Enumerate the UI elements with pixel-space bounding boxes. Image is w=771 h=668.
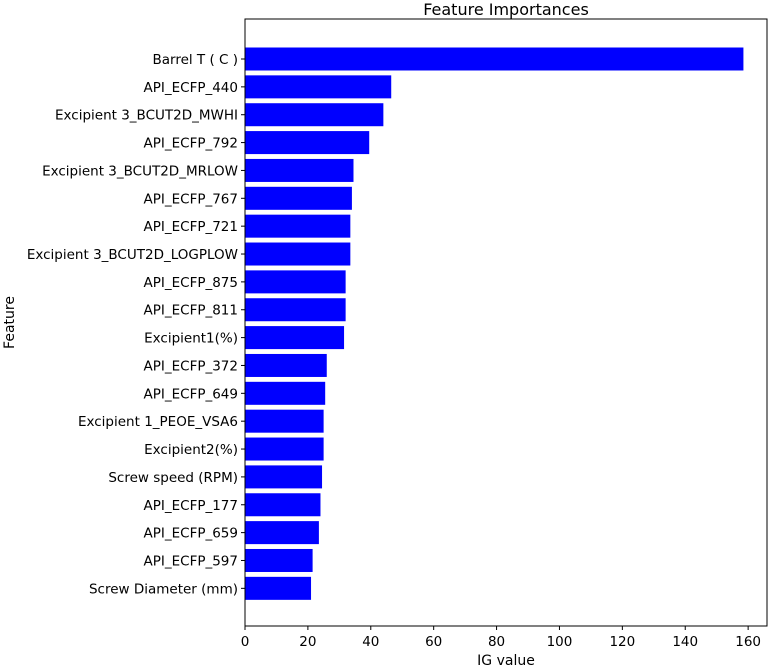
category-label: API_ECFP_649 bbox=[144, 386, 239, 402]
bar bbox=[245, 521, 319, 545]
bar bbox=[245, 576, 312, 600]
x-tick-label: 160 bbox=[735, 634, 761, 650]
bar bbox=[245, 242, 351, 266]
chart-title: Feature Importances bbox=[423, 0, 589, 19]
bar bbox=[245, 186, 352, 210]
x-tick-label: 0 bbox=[241, 634, 250, 650]
category-label: Screw Diameter (mm) bbox=[89, 581, 238, 597]
category-label: API_ECFP_875 bbox=[144, 275, 239, 291]
category-labels-group: Barrel T ( C ) API_ECFP_440 Excipient 3_BC… bbox=[27, 52, 245, 597]
y-axis-label: Feature bbox=[2, 296, 18, 349]
category-label: API_ECFP_659 bbox=[144, 526, 239, 542]
category-label: API_ECFP_177 bbox=[144, 498, 239, 514]
category-label: Excipient2(%) bbox=[144, 442, 238, 458]
category-label: API_ECFP_440 bbox=[144, 80, 239, 96]
bar bbox=[245, 437, 324, 461]
x-tick-label: 140 bbox=[672, 634, 698, 650]
bars-group bbox=[245, 47, 744, 600]
bar bbox=[245, 158, 354, 182]
bar bbox=[245, 548, 313, 572]
bar bbox=[245, 326, 345, 350]
category-label: API_ECFP_597 bbox=[144, 553, 239, 569]
x-tick-label: 40 bbox=[362, 634, 379, 650]
bar bbox=[245, 270, 346, 294]
category-label: Excipient 1_PEOE_VSA6 bbox=[78, 414, 238, 430]
category-label: Excipient1(%) bbox=[144, 331, 238, 347]
x-axis-label: IG value bbox=[477, 653, 535, 668]
bar bbox=[245, 298, 346, 322]
category-label: Screw speed (RPM) bbox=[108, 470, 238, 486]
x-tick-label: 60 bbox=[425, 634, 442, 650]
category-label: API_ECFP_792 bbox=[144, 136, 239, 152]
category-label: Excipient 3_BCUT2D_LOGPLOW bbox=[27, 247, 238, 263]
bar bbox=[245, 47, 744, 71]
x-tick-label: 80 bbox=[488, 634, 505, 650]
category-label: API_ECFP_721 bbox=[144, 219, 239, 235]
x-tick-label: 20 bbox=[299, 634, 316, 650]
x-axis-ticks-group: 0 20 40 60 80 100 120 140 160 bbox=[241, 626, 761, 650]
plot-area-frame bbox=[244, 18, 768, 627]
bar bbox=[245, 493, 321, 517]
bar bbox=[245, 214, 351, 238]
bar bbox=[245, 381, 326, 405]
bar bbox=[245, 103, 384, 127]
x-tick-label: 120 bbox=[609, 634, 635, 650]
bar bbox=[245, 409, 324, 433]
bar bbox=[245, 131, 370, 155]
category-label: Excipient 3_BCUT2D_MWHI bbox=[55, 108, 238, 124]
category-label: Barrel T ( C ) bbox=[152, 52, 238, 68]
bar bbox=[245, 465, 323, 489]
category-label: Excipient 3_BCUT2D_MRLOW bbox=[42, 163, 238, 179]
x-tick-label: 100 bbox=[547, 634, 573, 650]
category-label: API_ECFP_811 bbox=[144, 303, 239, 319]
bar bbox=[245, 75, 392, 99]
bar bbox=[245, 353, 327, 377]
category-label: API_ECFP_372 bbox=[144, 358, 239, 374]
category-label: API_ECFP_767 bbox=[144, 191, 239, 207]
